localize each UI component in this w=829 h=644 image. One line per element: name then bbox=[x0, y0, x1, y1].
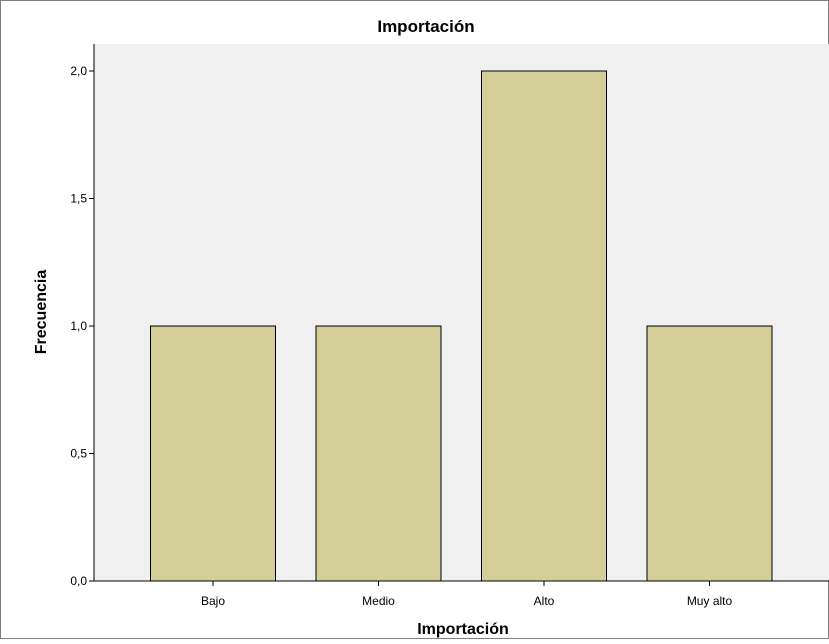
y-axis: 0,0 0,5 1,0 1,5 2,0 bbox=[70, 44, 95, 588]
y-tick-label: 0,5 bbox=[70, 447, 87, 461]
bar-alto bbox=[481, 70, 607, 582]
chart-title: Importación bbox=[377, 17, 474, 36]
x-tick-label: Alto bbox=[534, 594, 555, 608]
x-tick-label: Bajo bbox=[201, 594, 225, 608]
x-tick-label: Muy alto bbox=[687, 594, 733, 608]
y-axis-title: Frecuencia bbox=[33, 270, 50, 355]
y-tick-label: 1,5 bbox=[70, 192, 87, 206]
bar-muy-alto bbox=[646, 325, 773, 582]
bars-group bbox=[150, 70, 773, 582]
y-tick-label: 1,0 bbox=[70, 319, 87, 333]
y-tick-label: 2,0 bbox=[70, 64, 87, 78]
x-tick-label: Medio bbox=[362, 594, 395, 608]
x-axis: Bajo Medio Alto Muy alto bbox=[94, 580, 829, 608]
x-axis-title: Importación bbox=[417, 621, 509, 638]
y-tick-label: 0,0 bbox=[70, 574, 87, 588]
bar-medio bbox=[315, 325, 442, 582]
bar-bajo bbox=[150, 325, 276, 582]
